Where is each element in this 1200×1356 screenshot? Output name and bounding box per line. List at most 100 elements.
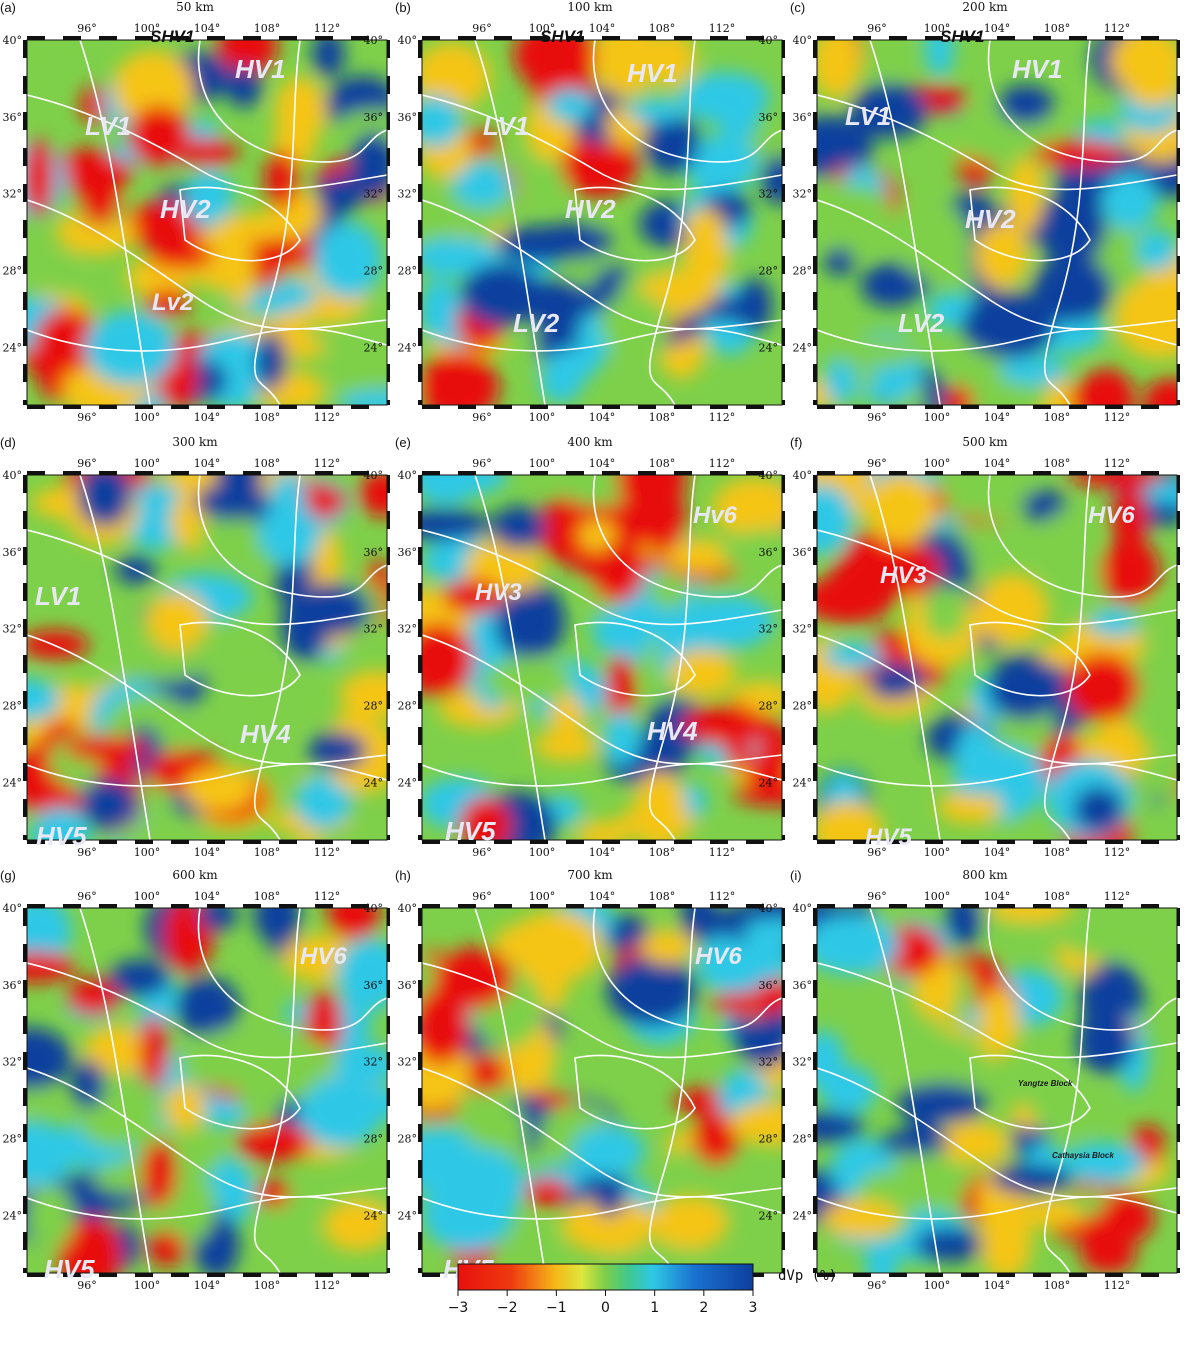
depth-label: 200 km: [962, 0, 1008, 14]
lon-tick-top: 104°: [589, 890, 616, 903]
map-panel-c: (c) 200 km 96° 96° 100° 100° 104° 104° 108° 108° 1…: [790, 0, 1180, 430]
colorbar-tick-label: −1: [546, 1300, 567, 1316]
velocity-field: [27, 40, 387, 405]
velocity-field: [27, 908, 387, 1273]
lat-tick-right: 24°: [364, 341, 384, 354]
depth-label: 100 km: [567, 0, 613, 14]
anomaly-label: HV6: [1088, 502, 1135, 529]
lon-tick-top: 104°: [589, 22, 616, 35]
lat-tick-right: 40°: [364, 902, 384, 915]
lon-tick-top: 112°: [314, 890, 341, 903]
lon-tick-top: 108°: [1044, 890, 1071, 903]
lat-tick-right: 36°: [759, 546, 779, 559]
lon-tick-top: 112°: [1104, 457, 1131, 470]
lon-tick-top: 96°: [472, 457, 492, 470]
lon-tick-bottom: 104°: [194, 846, 221, 859]
lat-tick-right: 40°: [364, 469, 384, 482]
map-panel-f: (f) 500 km 96° 96° 100° 100° 104° 104° 108° 108° 1…: [790, 435, 1180, 865]
lat-tick-left: 32°: [398, 1056, 418, 1069]
frame-border: [418, 471, 785, 844]
lat-tick-left: 36°: [3, 111, 23, 124]
anomaly-label: LV2: [513, 308, 560, 338]
lon-tick-bottom: 96°: [867, 846, 887, 859]
lat-tick-right: 40°: [364, 34, 384, 47]
frame-border: [813, 36, 1180, 409]
velocity-field: [422, 475, 782, 840]
lat-tick-right: 32°: [364, 623, 384, 636]
colorbar-gradient: [457, 1263, 754, 1291]
lat-tick-left: 40°: [398, 469, 418, 482]
lon-tick-top: 96°: [867, 890, 887, 903]
anomaly-label: SHV1: [540, 27, 584, 46]
lat-tick-right: 24°: [759, 776, 779, 789]
lon-tick-bottom: 108°: [649, 411, 676, 424]
lon-tick-top: 100°: [924, 457, 951, 470]
depth-label: 800 km: [962, 868, 1008, 882]
lat-tick-right: 28°: [759, 700, 779, 713]
lon-tick-top: 104°: [984, 457, 1011, 470]
lon-tick-top: 108°: [254, 890, 281, 903]
lat-tick-left: 28°: [3, 265, 23, 278]
lat-tick-left: 36°: [793, 111, 813, 124]
lat-tick-right: 24°: [759, 1209, 779, 1222]
anomaly-label: HV6: [695, 943, 742, 970]
lon-tick-bottom: 108°: [1044, 411, 1071, 424]
lon-tick-top: 96°: [867, 22, 887, 35]
lat-tick-right: 24°: [759, 341, 779, 354]
anomaly-label: LV1: [845, 101, 891, 131]
lon-tick-bottom: 96°: [77, 846, 97, 859]
map-panel-b: (b) 100 km 96° 96° 100° 100° 104° 104° 108° 108° 1…: [395, 0, 785, 430]
panel-label: (c): [790, 0, 806, 15]
anomaly-label: Hv6: [693, 502, 738, 529]
anomaly-label: SHV1: [150, 27, 194, 46]
lon-tick-top: 104°: [194, 890, 221, 903]
lon-tick-bottom: 108°: [1044, 1279, 1071, 1292]
anomaly-label: HV5: [865, 824, 912, 851]
lat-tick-left: 32°: [3, 1056, 23, 1069]
lon-tick-bottom: 112°: [314, 846, 341, 859]
lon-tick-bottom: 104°: [984, 411, 1011, 424]
lat-tick-right: 36°: [364, 111, 384, 124]
lat-tick-left: 40°: [398, 902, 418, 915]
lon-tick-bottom: 100°: [529, 411, 556, 424]
depth-label: 400 km: [567, 435, 613, 449]
lat-tick-left: 32°: [793, 188, 813, 201]
lon-tick-top: 96°: [77, 457, 97, 470]
lat-tick-left: 40°: [3, 469, 23, 482]
lon-tick-top: 100°: [529, 890, 556, 903]
lat-tick-right: 28°: [364, 700, 384, 713]
lat-tick-right: 36°: [759, 111, 779, 124]
anomaly-label: LV1: [35, 581, 81, 611]
panel-label: (h): [395, 868, 411, 883]
anomaly-label: Lv2: [152, 289, 194, 316]
lat-tick-right: 40°: [759, 34, 779, 47]
lat-tick-right: 32°: [364, 1056, 384, 1069]
lat-tick-left: 24°: [793, 1209, 813, 1222]
lat-tick-left: 28°: [793, 700, 813, 713]
lon-tick-bottom: 100°: [529, 846, 556, 859]
map-svg: 96° 96° 100° 100° 104° 104° 108° 108° 112° 112° 40…: [398, 22, 785, 424]
lon-tick-bottom: 100°: [924, 411, 951, 424]
lon-tick-bottom: 112°: [1104, 846, 1131, 859]
frame-border: [23, 36, 390, 409]
lon-tick-bottom: 104°: [194, 411, 221, 424]
lon-tick-bottom: 108°: [254, 411, 281, 424]
lat-tick-left: 32°: [793, 623, 813, 636]
map-panel-g: (g) 600 km 96° 96° 100° 100° 104° 104° 108° 108° 1…: [0, 868, 390, 1298]
lat-tick-left: 28°: [398, 700, 418, 713]
lon-tick-top: 96°: [867, 457, 887, 470]
anomaly-label: HV2: [160, 194, 211, 224]
lon-tick-top: 100°: [924, 22, 951, 35]
lon-tick-top: 112°: [314, 22, 341, 35]
depth-label: 50 km: [176, 0, 214, 14]
map-svg: 96° 96° 100° 100° 104° 104° 108° 108° 112° 112° 40…: [3, 457, 390, 859]
lon-tick-bottom: 96°: [77, 1279, 97, 1292]
map-svg: 96° 96° 100° 100° 104° 104° 108° 108° 112° 112° 40…: [398, 457, 785, 859]
colorbar-tick-label: 3: [749, 1300, 758, 1316]
map-svg: 96° 96° 100° 100° 104° 104° 108° 108° 112° 112° 40…: [793, 890, 1180, 1292]
lon-tick-top: 112°: [709, 890, 736, 903]
anomaly-label: LV1: [85, 111, 131, 141]
map-svg: 96° 96° 100° 100° 104° 104° 108° 108° 112° 112° 40…: [793, 457, 1180, 859]
lon-tick-top: 104°: [984, 22, 1011, 35]
velocity-field: [27, 475, 387, 840]
